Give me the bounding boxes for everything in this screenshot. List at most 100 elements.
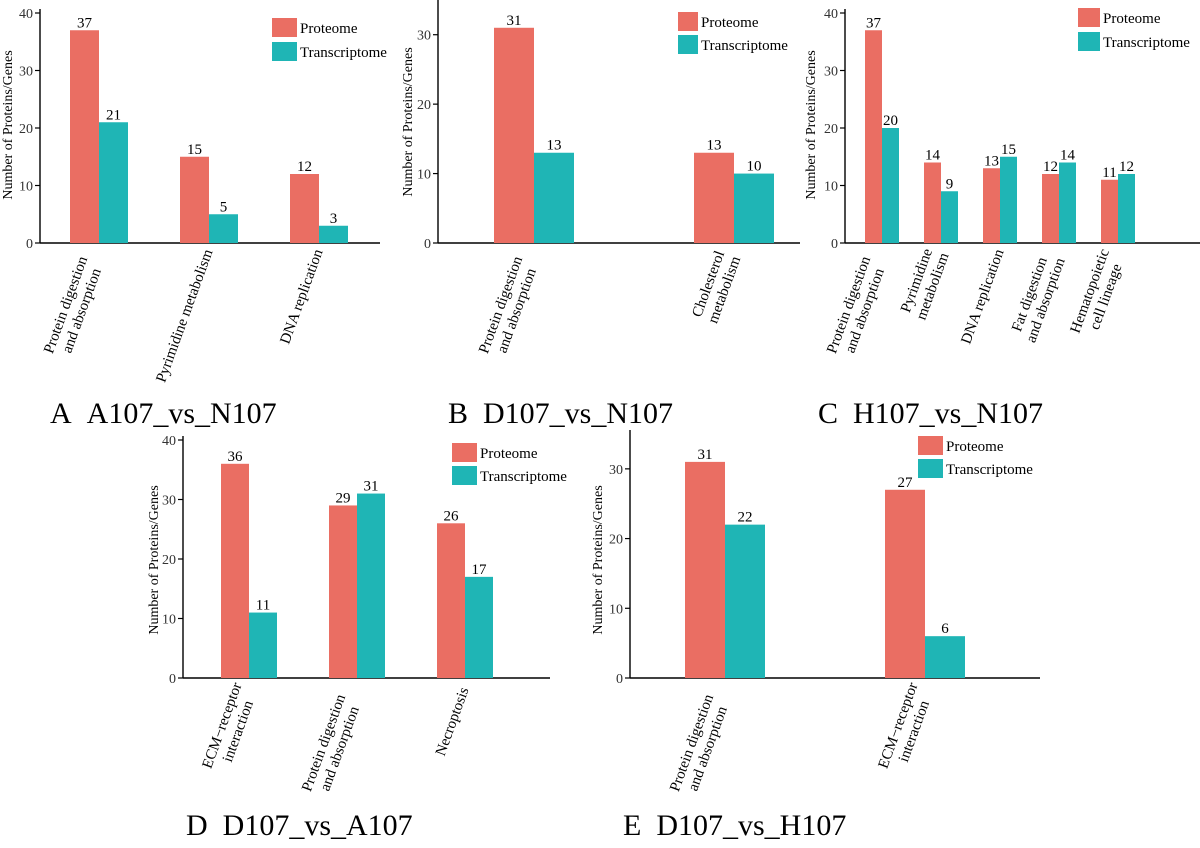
data-label: 13: [984, 153, 999, 169]
data-label: 13: [547, 138, 562, 154]
data-label: 10: [747, 159, 762, 175]
panel-title: B D107_vs_N107: [448, 397, 673, 430]
panel-title: A A107_vs_N107: [50, 397, 277, 430]
data-label: 26: [444, 508, 460, 524]
data-label: 14: [925, 148, 941, 164]
data-label: 15: [1001, 142, 1016, 158]
category-label: Pyrimidinemetabolism: [898, 245, 953, 322]
legend-label: Proteome: [701, 15, 759, 31]
y-axis-label: Number of Proteins/Genes: [1, 50, 16, 199]
data-label: 15: [187, 142, 202, 158]
legend-swatch-proteome: [272, 18, 297, 37]
data-label: 12: [1043, 159, 1058, 175]
data-label: 9: [946, 176, 954, 192]
bar-transcriptome: [209, 214, 238, 243]
data-label: 6: [941, 621, 949, 637]
bar-transcriptome: [882, 128, 899, 243]
data-label: 37: [77, 15, 93, 31]
chart-panel-d: 0 10 20 30 40 Number of Proteins/Genes 36 11 ECM…: [147, 434, 567, 842]
category-label: Necroptosis: [433, 685, 473, 758]
category-label: Protein digestionand absorption: [41, 254, 107, 362]
category-label-line: Necroptosis: [433, 685, 473, 758]
bar-transcriptome: [1118, 174, 1135, 243]
category-label: DNA replication: [958, 247, 1007, 346]
bar-proteome: [924, 162, 941, 243]
y-axis-label: Number of Proteins/Genes: [401, 47, 416, 196]
bar-proteome: [329, 505, 357, 678]
data-label: 11: [256, 598, 270, 614]
category-label: ECM−receptorinteraction: [200, 681, 262, 777]
bar-transcriptome: [319, 225, 348, 243]
y-tick-label: 40: [824, 7, 838, 22]
y-tick-label: 10: [609, 602, 623, 617]
y-axis-label: Number of Proteins/Genes: [147, 485, 162, 634]
legend-label: Proteome: [1103, 11, 1161, 27]
y-tick-label: 10: [417, 168, 431, 183]
category-label-line: DNA replication: [958, 247, 1007, 346]
data-label: 37: [866, 15, 882, 31]
y-tick-label: 0: [616, 672, 623, 687]
category-label: DNA replication: [277, 247, 326, 346]
legend-swatch-transcriptome: [1078, 32, 1100, 51]
legend-swatch-transcriptome: [272, 42, 297, 61]
category-label: Protein digestionand absorption: [299, 692, 365, 800]
y-tick-label: 0: [424, 237, 431, 252]
legend-swatch-proteome: [678, 12, 698, 31]
bar-transcriptome: [357, 493, 385, 678]
y-tick-label: 30: [162, 494, 176, 509]
bar-proteome: [983, 168, 1000, 243]
category-label: Protein digestionand absorption: [476, 254, 542, 362]
data-label: 36: [228, 449, 244, 465]
category-label: ECM−receptorinteraction: [876, 681, 938, 777]
bar-transcriptome: [941, 191, 958, 243]
data-label: 20: [883, 113, 898, 129]
y-tick-label: 20: [824, 122, 838, 137]
bar-transcriptome: [1059, 162, 1076, 243]
y-tick-label: 20: [162, 553, 176, 568]
legend-label: Transcriptome: [946, 462, 1033, 478]
bar-proteome: [865, 30, 882, 243]
data-label: 31: [364, 479, 379, 495]
legend-swatch-transcriptome: [918, 459, 943, 478]
legend-swatch-transcriptome: [452, 466, 477, 485]
data-label: 14: [1060, 148, 1076, 164]
bar-proteome: [494, 27, 534, 244]
y-axis-label: Number of Proteins/Genes: [804, 50, 819, 199]
bar-proteome: [694, 152, 734, 243]
legend-label: Transcriptome: [1103, 35, 1190, 51]
panel-title: C H107_vs_N107: [818, 397, 1043, 430]
data-label: 29: [336, 490, 351, 506]
y-tick-label: 20: [609, 533, 623, 548]
category-label-line: Pyrimidine metabolism: [153, 247, 216, 385]
legend-label: Transcriptome: [701, 38, 788, 54]
category-label: Protein digestionand absorption: [824, 254, 890, 362]
bar-proteome: [437, 523, 465, 678]
bar-proteome: [885, 489, 925, 678]
legend-swatch-proteome: [452, 443, 477, 462]
legend-label: Transcriptome: [300, 45, 387, 61]
bar-transcriptome: [725, 524, 765, 678]
category-label: Fat digestionand absorption: [1007, 250, 1069, 345]
data-label: 12: [1119, 159, 1134, 175]
bar-transcriptome: [99, 122, 128, 243]
legend-label: Transcriptome: [480, 469, 567, 485]
bar-transcriptome: [534, 152, 574, 243]
data-label: 12: [297, 159, 312, 175]
legend-swatch-transcriptome: [678, 35, 698, 54]
y-tick-label: 20: [19, 122, 33, 137]
bar-transcriptome: [734, 173, 774, 243]
bar-transcriptome: [465, 576, 493, 678]
chart-panel-c: 0 10 20 30 40 Number of Proteins/Genes 37 20 Pro…: [804, 7, 1200, 430]
category-label: Protein digestionand absorption: [667, 692, 733, 800]
panel-title: D D107_vs_A107: [186, 809, 413, 842]
data-label: 13: [707, 138, 722, 154]
category-label: Cholesterolmetabolism: [689, 248, 744, 325]
bar-proteome: [221, 463, 249, 678]
y-tick-label: 10: [19, 180, 33, 195]
panel-title: E D107_vs_H107: [623, 809, 846, 842]
bar-transcriptome: [925, 636, 965, 678]
